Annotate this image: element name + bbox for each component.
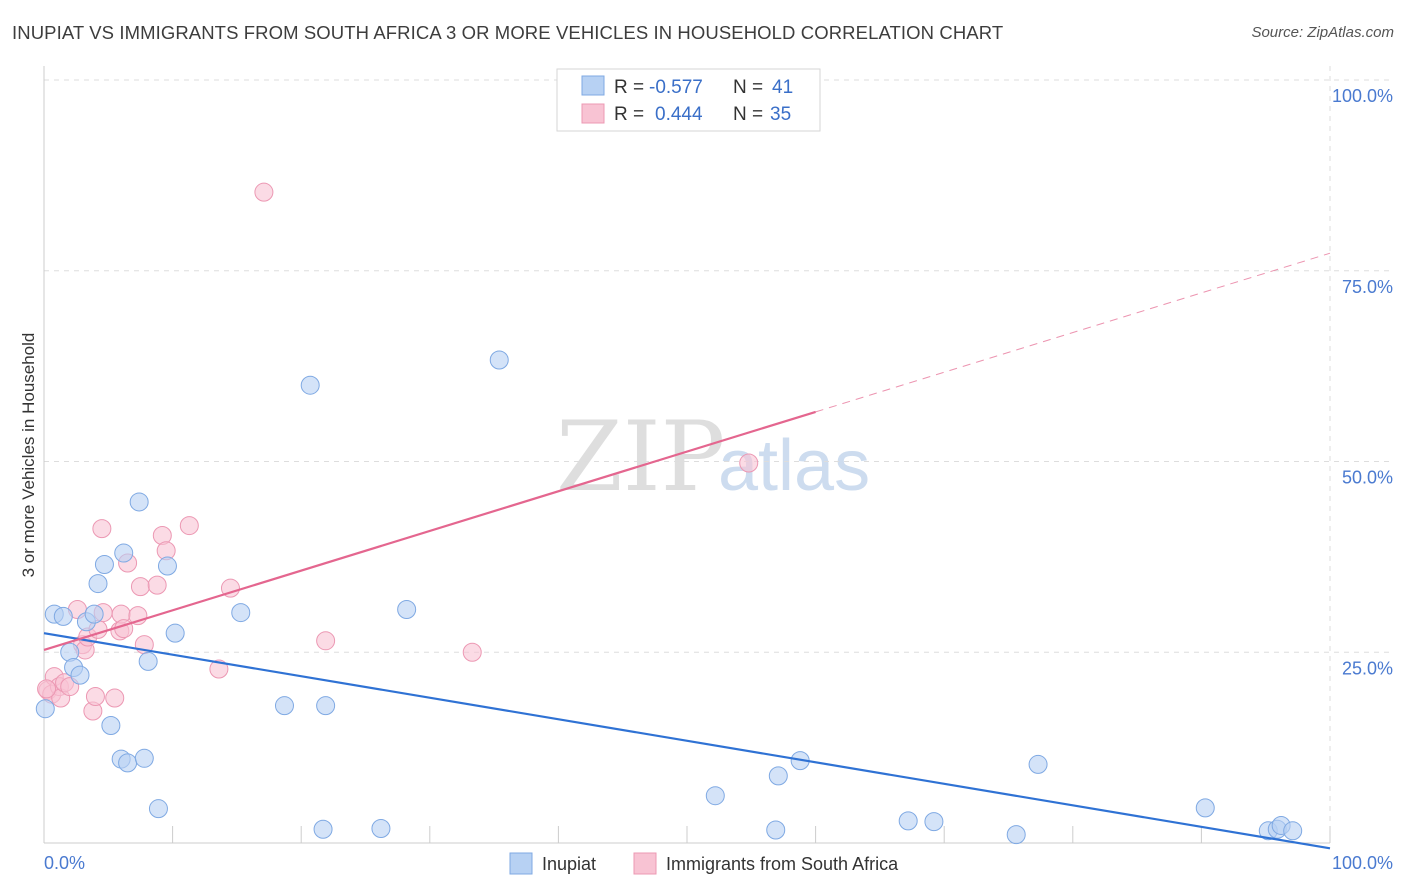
data-point-inupiat bbox=[397, 600, 417, 620]
data-point-south-africa bbox=[316, 631, 336, 651]
stats-r-label-south-africa: R = bbox=[614, 104, 644, 125]
data-point-inupiat bbox=[1006, 825, 1026, 845]
watermark-zip: ZIP bbox=[556, 401, 725, 513]
data-point-inupiat bbox=[148, 799, 168, 819]
data-point-south-africa bbox=[85, 687, 105, 707]
data-point-inupiat bbox=[274, 696, 294, 716]
y-tick-label: 50.0% bbox=[1342, 468, 1393, 488]
data-point-south-africa bbox=[220, 578, 240, 598]
series-inupiat bbox=[35, 350, 1303, 845]
legend-swatch-inupiat bbox=[509, 852, 533, 875]
stats-n-value-inupiat: 41 bbox=[772, 77, 793, 98]
data-point-inupiat bbox=[35, 699, 55, 719]
data-point-inupiat bbox=[316, 696, 336, 716]
data-point-inupiat bbox=[898, 811, 918, 831]
stats-n-value-south-africa: 35 bbox=[770, 104, 791, 125]
data-point-south-africa bbox=[179, 516, 199, 536]
data-point-inupiat bbox=[1028, 754, 1048, 774]
data-point-inupiat bbox=[924, 812, 944, 832]
stats-swatch-inupiat bbox=[581, 75, 605, 96]
data-point-inupiat bbox=[101, 715, 121, 735]
data-point-inupiat bbox=[88, 574, 108, 594]
data-point-inupiat bbox=[118, 753, 138, 773]
y-tick-label: 25.0% bbox=[1342, 658, 1393, 678]
stats-swatch-south-africa bbox=[581, 103, 605, 124]
data-point-south-africa bbox=[92, 519, 112, 539]
stats-r-value-south-africa: 0.444 bbox=[655, 104, 703, 125]
legend-swatch-south-africa bbox=[633, 852, 657, 875]
data-point-inupiat bbox=[1195, 798, 1215, 818]
data-point-inupiat bbox=[84, 604, 104, 624]
stats-box: R = -0.577 N = 41 R = 0.444 N = 35 bbox=[556, 68, 821, 132]
data-point-south-africa bbox=[105, 688, 125, 708]
data-point-south-africa bbox=[209, 659, 229, 679]
y-tick-labels: 25.0% 50.0% 75.0% 100.0% bbox=[1332, 86, 1393, 678]
data-point-south-africa bbox=[254, 182, 274, 202]
data-point-inupiat bbox=[53, 606, 73, 626]
data-point-inupiat bbox=[313, 819, 333, 839]
data-point-inupiat bbox=[70, 665, 90, 685]
data-point-inupiat bbox=[138, 651, 158, 671]
data-point-inupiat bbox=[705, 786, 725, 806]
x-tick-label-max: 100.0% bbox=[1332, 853, 1393, 873]
y-tick-label: 75.0% bbox=[1342, 277, 1393, 297]
data-point-south-africa bbox=[37, 679, 57, 699]
data-point-inupiat bbox=[489, 350, 509, 370]
data-point-inupiat bbox=[165, 623, 185, 643]
stats-r-value-inupiat: -0.577 bbox=[649, 77, 703, 98]
y-axis-label: 3 or more Vehicles in Household bbox=[19, 333, 38, 578]
data-point-inupiat bbox=[157, 556, 177, 576]
data-point-south-africa bbox=[739, 453, 759, 473]
stats-n-label-south-africa: N = bbox=[733, 104, 763, 125]
data-point-inupiat bbox=[1283, 821, 1303, 841]
data-point-inupiat bbox=[94, 555, 114, 575]
data-point-inupiat bbox=[766, 820, 786, 840]
legend-label-south-africa: Immigrants from South Africa bbox=[666, 854, 899, 874]
data-point-inupiat bbox=[231, 603, 251, 623]
source-label: Source: ZipAtlas.com bbox=[1251, 24, 1394, 41]
data-point-inupiat bbox=[300, 375, 320, 395]
chart-title: INUPIAT VS IMMIGRANTS FROM SOUTH AFRICA … bbox=[12, 22, 1004, 43]
data-point-inupiat bbox=[134, 748, 154, 768]
legend: Inupiat Immigrants from South Africa bbox=[509, 852, 899, 875]
stats-n-label-inupiat: N = bbox=[733, 77, 763, 98]
trend-line-south-africa bbox=[43, 410, 816, 652]
data-point-inupiat bbox=[129, 492, 149, 512]
x-tick-labels: 0.0% 100.0% bbox=[44, 853, 1393, 873]
data-point-south-africa bbox=[147, 575, 167, 595]
trend-lines bbox=[43, 252, 1331, 850]
trend-line-inupiat bbox=[43, 632, 1331, 850]
data-point-south-africa bbox=[462, 642, 482, 662]
x-tick-label-min: 0.0% bbox=[44, 853, 85, 873]
data-point-inupiat bbox=[371, 819, 391, 839]
trend-line-extension-south-africa bbox=[815, 252, 1331, 413]
y-tick-label: 100.0% bbox=[1332, 86, 1393, 106]
data-point-inupiat bbox=[768, 766, 788, 786]
data-point-south-africa bbox=[130, 577, 150, 597]
data-point-inupiat bbox=[114, 543, 134, 563]
stats-r-label-inupiat: R = bbox=[614, 77, 644, 98]
legend-label-inupiat: Inupiat bbox=[542, 854, 596, 874]
